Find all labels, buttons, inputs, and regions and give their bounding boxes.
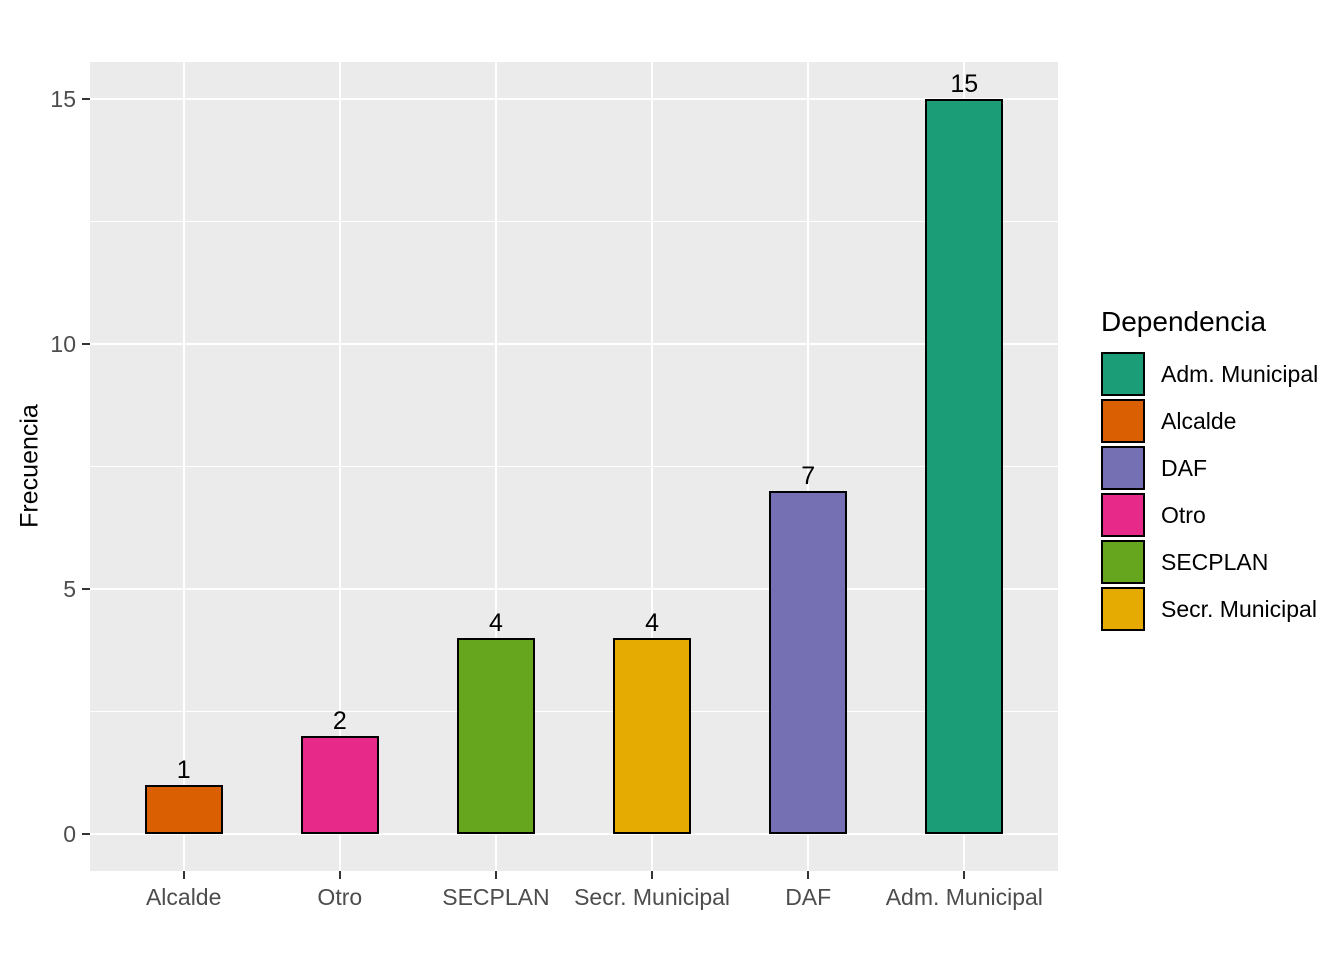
legend-entry: Otro — [1101, 493, 1318, 537]
x-tick-label: Secr. Municipal — [574, 884, 731, 910]
y-tick-label: 10 — [50, 330, 76, 357]
legend-entry-label: Adm. Municipal — [1161, 360, 1319, 387]
y-tick-label: 5 — [63, 576, 76, 603]
bar-secplan — [456, 638, 535, 835]
gridline-minor-horizontal — [90, 466, 1058, 467]
bar-daf — [769, 491, 848, 835]
gridline-major-vertical — [494, 62, 497, 871]
bar-secr-municipal — [613, 638, 692, 835]
bar-value-label: 4 — [488, 609, 503, 638]
x-tick-label: Alcalde — [145, 884, 222, 910]
bar-alcalde — [144, 785, 223, 835]
y-axis-title: Frecuencia — [15, 404, 44, 528]
bar-adm-municipal — [925, 98, 1004, 835]
legend-entry-label: SECPLAN — [1161, 548, 1269, 575]
bar-value-label: 2 — [332, 707, 347, 736]
legend-title: Dependencia — [1101, 306, 1267, 337]
gridline-major-horizontal — [90, 588, 1058, 591]
y-tick-mark — [82, 833, 90, 836]
legend-swatch — [1101, 587, 1145, 631]
gridline-major-vertical — [807, 62, 810, 871]
x-tick-mark — [338, 871, 341, 879]
legend-entry: Secr. Municipal — [1101, 587, 1318, 631]
x-tick-label: Otro — [317, 884, 363, 910]
gridline-major-horizontal — [90, 97, 1058, 100]
legend-entry: Adm. Municipal — [1101, 352, 1318, 396]
legend: Dependencia Adm. Municipal Alcalde DAF Otro… — [1101, 306, 1318, 634]
gridline-minor-horizontal — [90, 220, 1058, 222]
y-tick-mark — [82, 588, 90, 591]
legend-entry-label: Otro — [1161, 501, 1206, 528]
gridline-minor-horizontal — [90, 711, 1058, 713]
legend-swatch — [1101, 399, 1145, 443]
y-tick-label: 0 — [63, 821, 76, 848]
gridline-major-horizontal — [90, 833, 1058, 836]
x-tick-mark — [494, 871, 497, 879]
legend-entry-label: Secr. Municipal — [1161, 595, 1317, 622]
gridline-major-vertical — [651, 62, 654, 871]
legend-swatch — [1101, 540, 1145, 584]
y-tick-mark — [82, 342, 90, 345]
bar-value-label: 7 — [801, 462, 816, 490]
gridline-major-vertical — [182, 62, 185, 871]
legend-entry-label: DAF — [1161, 454, 1207, 481]
legend-entry-label: Alcalde — [1161, 407, 1237, 434]
bar-value-label: 15 — [950, 69, 979, 98]
x-tick-mark — [182, 871, 185, 879]
x-tick-label: Adm. Municipal — [885, 884, 1043, 910]
legend-entry: DAF — [1101, 446, 1318, 490]
legend-swatch — [1101, 493, 1145, 537]
x-tick-mark — [651, 871, 654, 879]
bar-value-label: 1 — [176, 756, 191, 785]
legend-swatch — [1101, 446, 1145, 490]
x-tick-label: DAF — [785, 884, 832, 910]
gridline-major-horizontal — [90, 342, 1058, 345]
legend-entry: Alcalde — [1101, 399, 1318, 443]
x-tick-mark — [807, 871, 810, 879]
legend-swatch — [1101, 352, 1145, 396]
y-tick-label: 15 — [50, 85, 76, 112]
bar-value-label: 4 — [645, 609, 660, 638]
y-tick-mark — [82, 97, 90, 100]
legend-entry: SECPLAN — [1101, 540, 1318, 584]
gridline-major-vertical — [338, 62, 341, 871]
x-tick-label: SECPLAN — [442, 884, 550, 910]
legend-entries: Adm. Municipal Alcalde DAF Otro SECPLAN Secr.… — [1101, 352, 1318, 631]
bar-otro — [300, 736, 379, 835]
x-tick-mark — [963, 871, 966, 879]
